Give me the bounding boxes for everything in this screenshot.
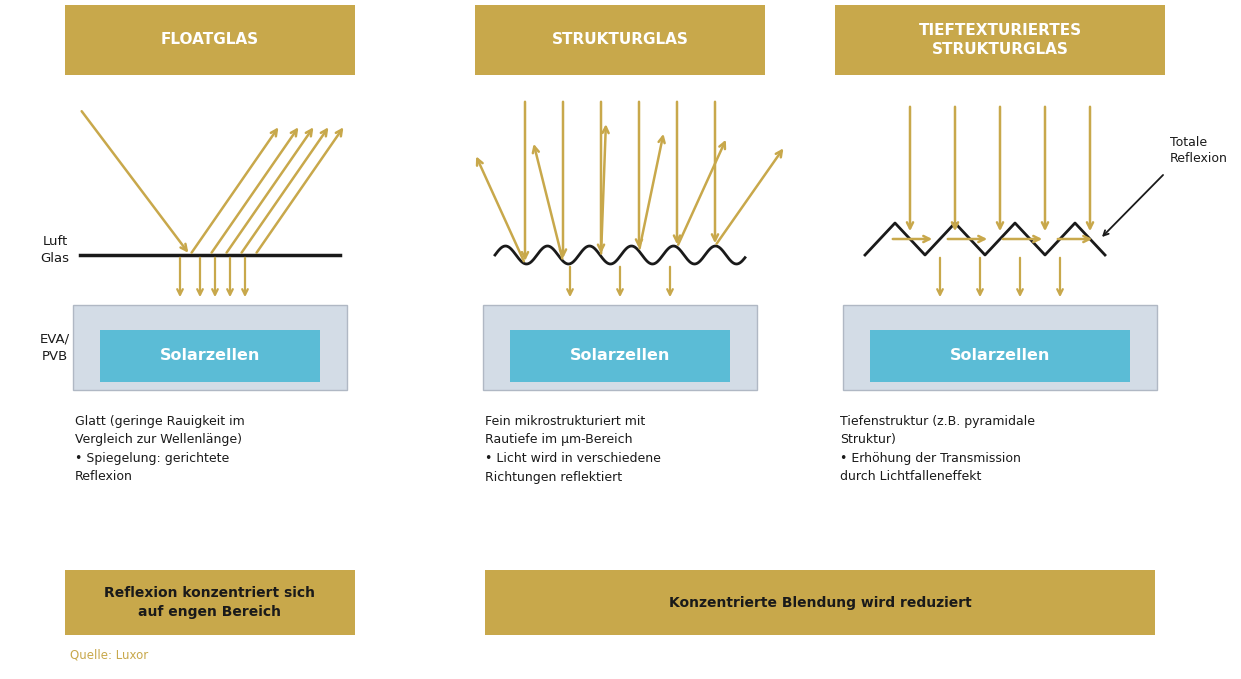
Bar xyxy=(101,330,320,382)
Bar xyxy=(65,5,355,75)
Text: Fein mikrostrukturiert mit
Rautiefe im μm-Bereich
• Licht wird in verschiedene
R: Fein mikrostrukturiert mit Rautiefe im μ… xyxy=(485,415,661,483)
Bar xyxy=(870,330,1131,382)
Text: Tiefenstruktur (z.B. pyramidale
Struktur)
• Erhöhung der Transmission
durch Lich: Tiefenstruktur (z.B. pyramidale Struktur… xyxy=(840,415,1035,483)
Bar xyxy=(483,305,757,390)
Text: Reflexion konzentriert sich
auf engen Bereich: Reflexion konzentriert sich auf engen Be… xyxy=(104,586,315,619)
Text: EVA/
PVB: EVA/ PVB xyxy=(40,333,69,363)
Text: TIEFTEXTURIERTES
STRUKTURGLAS: TIEFTEXTURIERTES STRUKTURGLAS xyxy=(918,23,1082,57)
Text: Solarzellen: Solarzellen xyxy=(570,348,670,363)
Bar xyxy=(835,5,1165,75)
Bar xyxy=(65,570,355,635)
Bar xyxy=(485,570,1155,635)
Bar xyxy=(73,305,347,390)
Text: FLOATGLAS: FLOATGLAS xyxy=(161,33,259,48)
Bar xyxy=(510,330,730,382)
Bar xyxy=(843,305,1157,390)
Text: Konzentrierte Blendung wird reduziert: Konzentrierte Blendung wird reduziert xyxy=(669,595,972,610)
Bar xyxy=(475,5,764,75)
Text: Totale
Reflexion: Totale Reflexion xyxy=(1170,136,1227,165)
Text: STRUKTURGLAS: STRUKTURGLAS xyxy=(551,33,689,48)
Text: Quelle: Luxor: Quelle: Luxor xyxy=(69,648,148,661)
Text: Luft
Glas: Luft Glas xyxy=(41,235,69,265)
Text: Solarzellen: Solarzellen xyxy=(949,348,1050,363)
Text: Glatt (geringe Rauigkeit im
Vergleich zur Wellenlänge)
• Spiegelung: gerichtete
: Glatt (geringe Rauigkeit im Vergleich zu… xyxy=(74,415,244,483)
Text: Solarzellen: Solarzellen xyxy=(160,348,261,363)
